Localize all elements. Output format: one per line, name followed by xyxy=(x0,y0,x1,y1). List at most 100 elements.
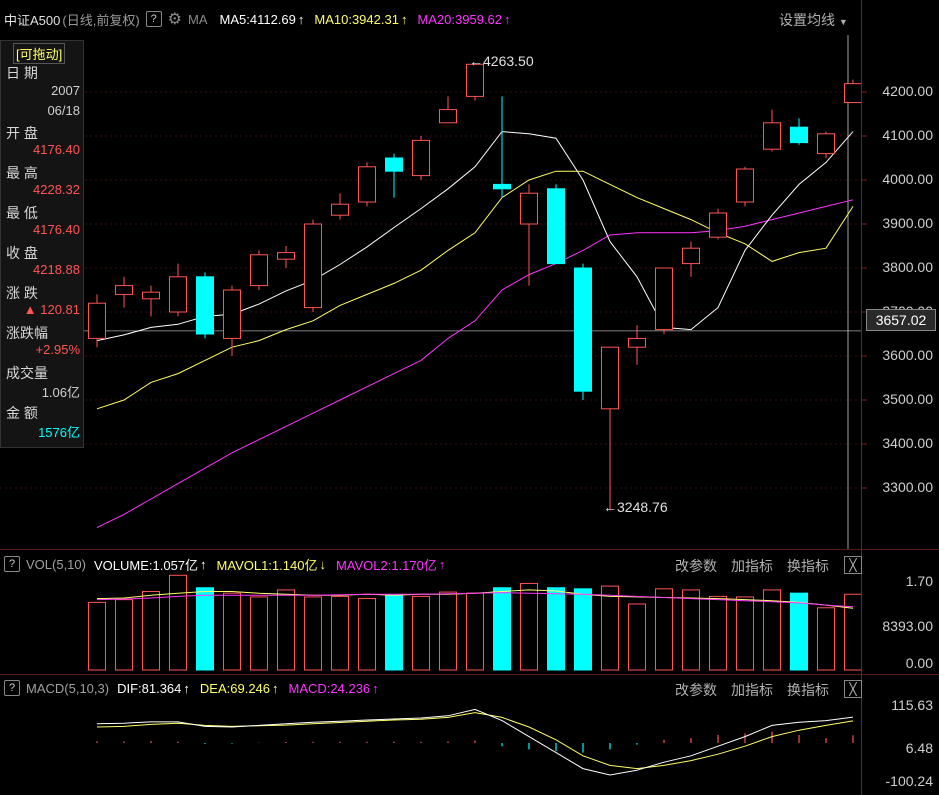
candle-body xyxy=(574,267,592,392)
candle-body xyxy=(736,168,754,203)
price-axis-label: 3600.00 xyxy=(882,347,933,363)
date-year: 2007 xyxy=(51,83,80,98)
volume-bar xyxy=(412,595,430,671)
change-label: 涨 跌 xyxy=(6,285,38,301)
macd-indicator-name: MACD(5,10,3) xyxy=(26,680,110,696)
volume-add-indicator-button[interactable]: 加指标 xyxy=(731,558,773,574)
candle-body xyxy=(358,166,376,203)
change-value: ▲ 120.81 xyxy=(23,302,80,317)
macd-axis-max: 115.63 xyxy=(891,697,933,713)
macd-help-button[interactable]: ? xyxy=(4,680,20,696)
macd-arrow-icon: ↑ xyxy=(372,680,379,696)
volume-arrow-icon: ↑ xyxy=(200,556,207,572)
volume-bar xyxy=(709,595,727,671)
ma20-arrow-icon: ↑ xyxy=(504,11,511,27)
candle-body xyxy=(142,291,160,300)
drag-hint[interactable]: [可拖动] xyxy=(13,43,66,64)
macd-axis-mid: 6.48 xyxy=(905,740,933,756)
mavol1-arrow-icon: ↓ xyxy=(319,556,326,572)
candle-body xyxy=(466,63,484,97)
volume-bar xyxy=(736,596,754,671)
gear-icon[interactable]: ⚙ xyxy=(167,11,182,28)
dea-value: DEA:69.246 xyxy=(199,680,271,696)
price-axis-label: 3400.00 xyxy=(882,435,933,451)
low-label: 最 低 xyxy=(6,205,38,221)
candle-body xyxy=(196,276,214,335)
right-axis-divider xyxy=(861,0,862,795)
divider-volume-macd xyxy=(0,674,939,675)
divider-price-volume xyxy=(0,549,939,550)
volume-modify-params-button[interactable]: 改参数 xyxy=(675,558,717,574)
volume-axis-mid: 8393.00 xyxy=(882,618,933,634)
volume-bar xyxy=(601,585,619,671)
dif-value: DIF:81.364 xyxy=(117,680,182,696)
candle-body xyxy=(844,83,862,104)
price-axis-label: 3300.00 xyxy=(882,479,933,495)
volume-value: 1.06亿 xyxy=(41,385,80,400)
volume-indicator-name: VOL(5,10) xyxy=(26,556,86,572)
volume-indicator-bar: ? VOL(5,10) VOLUME:1.057亿 ↑ MAVOL1:1.140… xyxy=(4,553,939,575)
volume-bar xyxy=(304,596,322,671)
volume-switch-indicator-button[interactable]: 换指标 xyxy=(787,558,829,574)
candle-body xyxy=(655,267,673,331)
current-price-label: 3657.02 xyxy=(866,309,936,331)
volume-bar xyxy=(547,587,565,671)
candle-body xyxy=(547,188,565,265)
candle-body xyxy=(709,212,727,238)
volume-value-text: VOLUME:1.057亿 xyxy=(93,557,199,573)
macd-close-icon[interactable]: ╳ xyxy=(844,680,862,698)
open-value: 4176.40 xyxy=(33,142,80,157)
candle-body xyxy=(250,254,268,287)
price-axis-label: 4000.00 xyxy=(882,171,933,187)
volume-bar xyxy=(358,598,376,671)
macd-modify-params-button[interactable]: 改参数 xyxy=(675,682,717,698)
volume-bar xyxy=(115,599,133,671)
ma5-value: MA5:4112.69 xyxy=(219,11,296,27)
volume-close-icon[interactable]: ╳ xyxy=(844,556,862,574)
candle-body xyxy=(169,276,187,313)
volume-axis-min: 0.00 xyxy=(905,655,933,671)
info-panel[interactable]: [可拖动] 日 期 2007 06/18 开 盘 4176.40 最 高 422… xyxy=(0,40,84,448)
ma20-value: MA20:3959.62 xyxy=(417,11,503,27)
volume-bar xyxy=(223,592,241,671)
candle-body xyxy=(223,289,241,339)
close-label: 收 盘 xyxy=(6,245,38,261)
min-price-value: 3248.76 xyxy=(617,499,668,515)
ma10-arrow-icon: ↑ xyxy=(400,11,408,27)
help-button[interactable]: ? xyxy=(145,11,162,27)
volume-bar xyxy=(385,594,403,671)
macd-indicator-bar: ? MACD(5,10,3) DIF:81.364 ↑ DEA:69.246 ↑… xyxy=(4,677,939,699)
price-axis-label: 3900.00 xyxy=(882,215,933,231)
volume-bar xyxy=(493,587,511,671)
volume-bar xyxy=(331,595,349,671)
open-label: 开 盘 xyxy=(6,125,38,141)
change-pct-value: +2.95% xyxy=(35,342,80,357)
price-axis-label: 3800.00 xyxy=(882,259,933,275)
amount-label: 金 额 xyxy=(6,405,38,421)
volume-bar xyxy=(628,603,646,671)
candle-body xyxy=(682,247,700,265)
volume-axis-max: 1.70 xyxy=(905,573,933,589)
macd-add-indicator-button[interactable]: 加指标 xyxy=(731,682,773,698)
volume-bar xyxy=(817,607,835,671)
chart-mode: (日线,前复权) xyxy=(62,12,140,28)
caret-down-icon: ▼ xyxy=(838,17,848,27)
macd-switch-indicator-button[interactable]: 换指标 xyxy=(787,682,829,698)
mavol1-value: MAVOL1:1.140亿 xyxy=(216,557,318,573)
volume-bar xyxy=(655,588,673,671)
price-axis-label: 3500.00 xyxy=(882,391,933,407)
candle-body xyxy=(817,133,835,155)
candle-body xyxy=(88,302,106,339)
volume-help-button[interactable]: ? xyxy=(4,556,20,572)
volume-bar xyxy=(142,591,160,671)
ma-settings-button[interactable]: 设置均线 ▼ xyxy=(779,10,848,30)
volume-bar xyxy=(790,592,808,671)
volume-bar xyxy=(250,596,268,671)
mavol2-line xyxy=(96,592,854,608)
candle-body xyxy=(493,183,511,190)
volume-bar xyxy=(844,593,862,671)
close-value: 4218.88 xyxy=(33,262,80,277)
dif-arrow-icon: ↑ xyxy=(183,680,190,696)
volume-bar xyxy=(88,601,106,671)
